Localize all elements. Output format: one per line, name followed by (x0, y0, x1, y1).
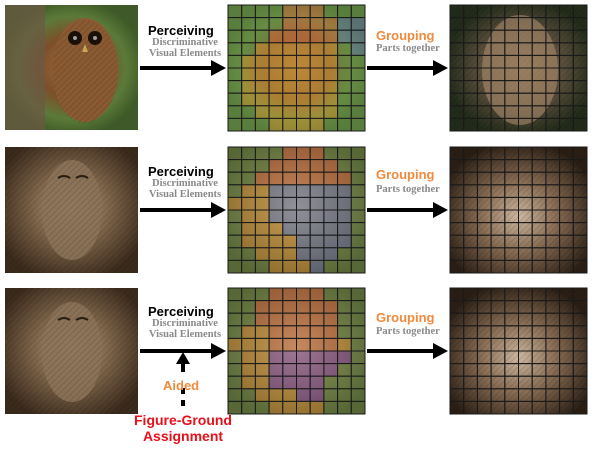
figure-ground-line1: Figure-Ground (134, 412, 232, 428)
row1-perceived-image (227, 4, 366, 132)
row2-source-image (5, 147, 138, 273)
figure-ground-line2: Assignment (142, 428, 224, 444)
aided-label: Aided (163, 378, 200, 393)
row2-perceiving-label: Perceiving (148, 164, 214, 179)
row1-perceiving-sublabel: Discriminative Visual Elements (148, 37, 222, 59)
arrow-grouping-row1 (367, 60, 448, 76)
row3-perceived-image (227, 287, 366, 415)
row1-grouping-label: Grouping (376, 28, 435, 43)
row3-perceiving-sublabel: Discriminative Visual Elements (148, 318, 222, 340)
row3-grouping-sublabel: Parts together (376, 326, 440, 337)
row3-grouping-label: Grouping (376, 310, 435, 325)
row1-perceiving-label: Perceiving (148, 23, 214, 38)
arrow-aided (176, 352, 190, 406)
row2-perceiving-sublabel: Discriminative Visual Elements (148, 178, 222, 200)
row1-source-image (5, 5, 138, 130)
figure-ground-label: Figure-Ground Assignment (118, 412, 248, 444)
row3-perceiving-label: Perceiving (148, 304, 214, 319)
arrow-perceiving-row3 (140, 343, 226, 359)
row2-grouping-label: Grouping (376, 167, 435, 182)
row3-grouped-image (449, 287, 588, 415)
arrow-grouping-row3 (367, 343, 448, 359)
row3-source-image (5, 288, 138, 414)
arrow-grouping-row2 (367, 202, 448, 218)
row2-grouped-image (449, 146, 588, 274)
row1-grouped-image (449, 4, 588, 132)
row2-perceived-image (227, 146, 366, 274)
row2-grouping-sublabel: Parts together (376, 184, 440, 195)
arrow-perceiving-row2 (140, 202, 226, 218)
arrow-perceiving-row1 (140, 60, 226, 76)
row1-grouping-sublabel: Parts together (376, 43, 440, 54)
